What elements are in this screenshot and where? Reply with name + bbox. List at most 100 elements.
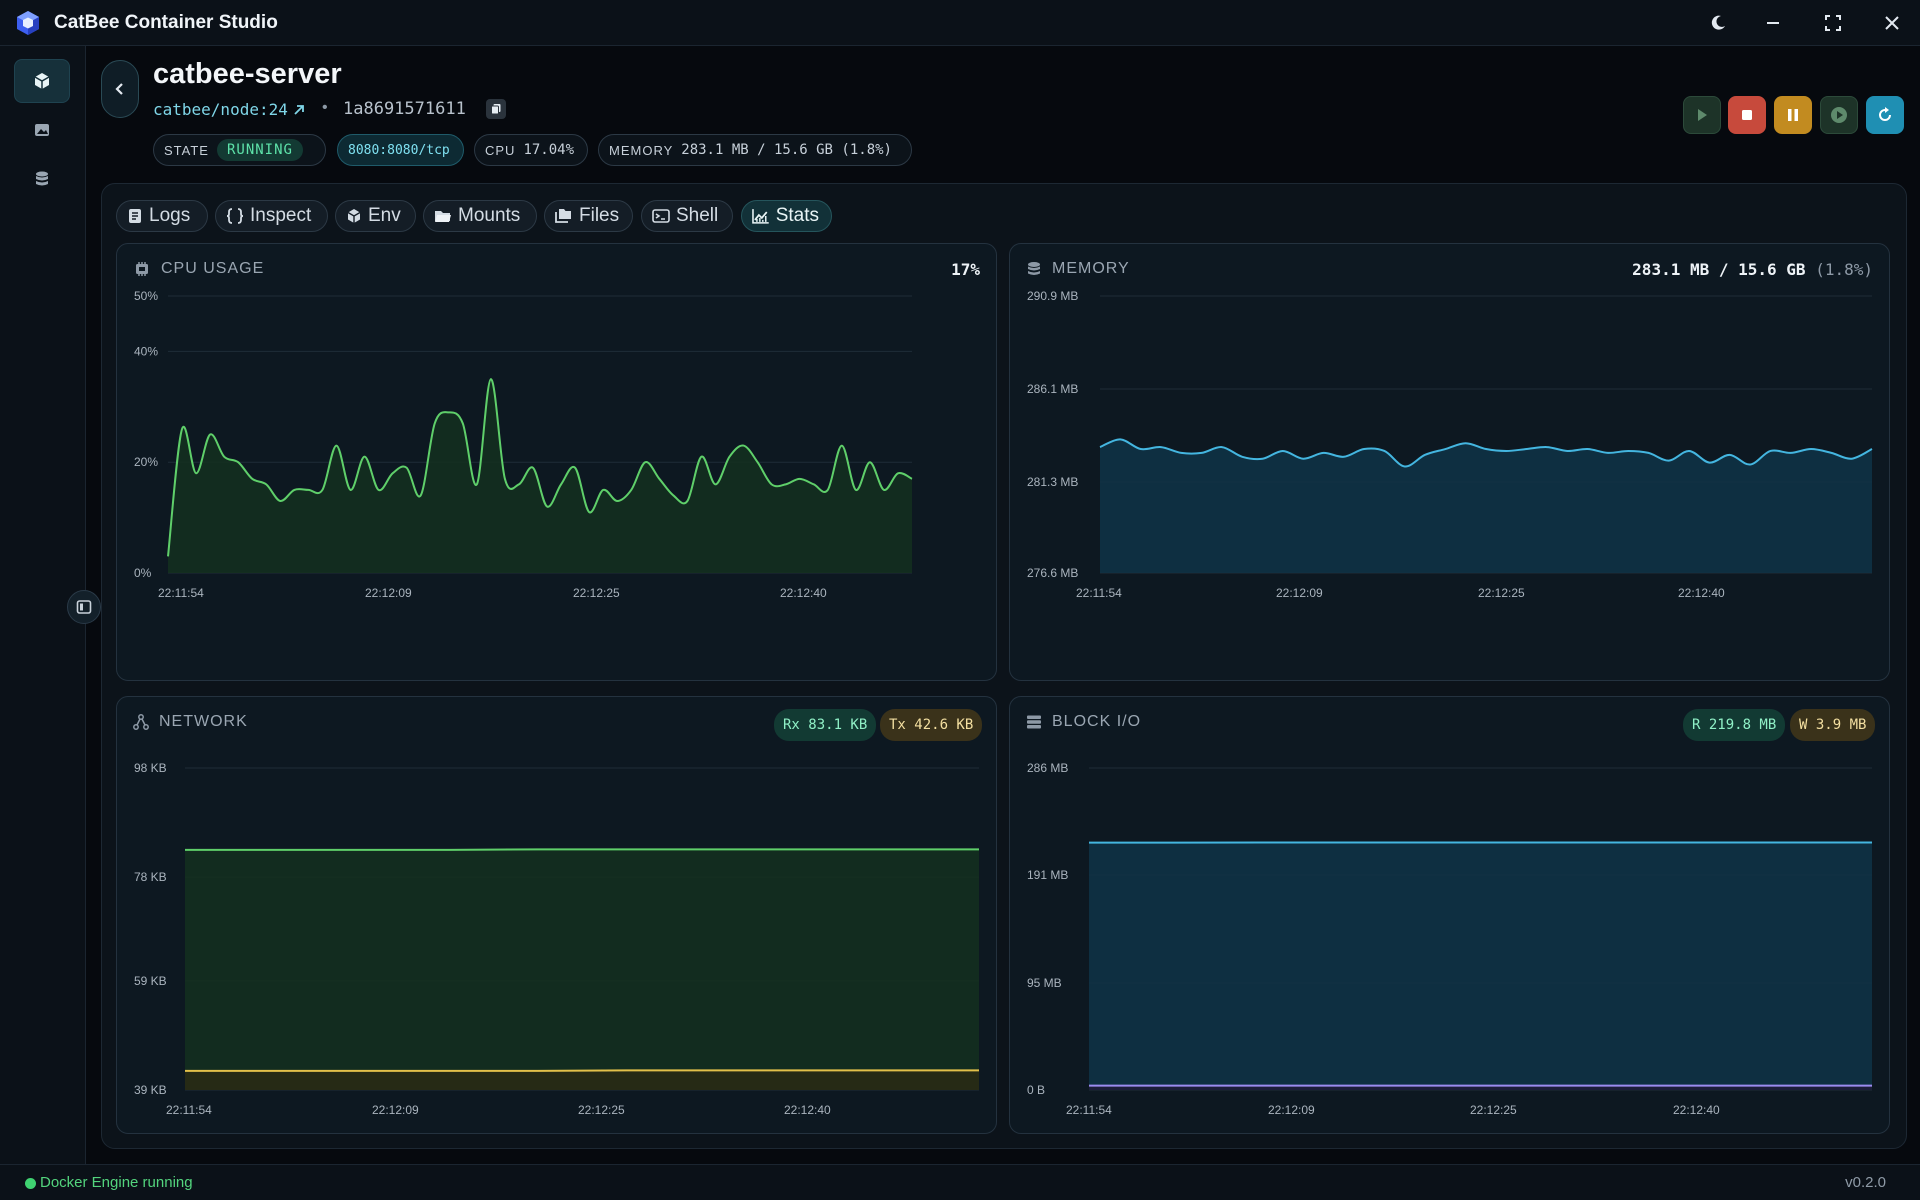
sidebar-toggle-icon <box>76 600 92 614</box>
state-label: STATE <box>164 142 209 158</box>
series-line <box>185 848 979 851</box>
x-tick-label: 22:12:25 <box>1470 1103 1517 1117</box>
y-tick-label: 59 KB <box>134 974 167 988</box>
x-tick-label: 22:11:54 <box>1076 586 1122 600</box>
series-line <box>1099 438 1873 468</box>
files-icon <box>555 209 571 223</box>
database-icon <box>36 171 48 186</box>
tab-mounts[interactable]: Mounts <box>423 200 537 232</box>
restart-icon <box>1879 107 1891 121</box>
braces-icon <box>226 208 244 224</box>
sidebar-item-volumes[interactable] <box>14 157 70 201</box>
tab-shell[interactable]: Shell <box>641 200 733 232</box>
sidebar-item-containers[interactable] <box>14 59 70 103</box>
tab-env[interactable]: Env <box>335 200 416 232</box>
engine-status-dot <box>25 1178 36 1189</box>
x-tick-label: 22:12:09 <box>372 1103 419 1117</box>
terminal-icon <box>652 209 670 223</box>
y-tick-label: 78 KB <box>134 870 167 884</box>
series-area <box>1100 439 1872 573</box>
y-tick-label: 281.3 MB <box>1027 475 1078 489</box>
container-name: catbee-server <box>153 58 342 90</box>
x-tick-label: 22:12:25 <box>573 586 620 600</box>
minimize-icon <box>1767 22 1779 24</box>
cpu-label: CPU <box>485 142 516 158</box>
maximize-button[interactable] <box>1816 8 1850 38</box>
x-tick-label: 22:12:25 <box>1478 586 1525 600</box>
series-line <box>185 1069 979 1072</box>
x-tick-label: 22:12:09 <box>1268 1103 1315 1117</box>
tx-badge: Tx 42.6 KB <box>880 709 983 741</box>
pause-icon <box>1788 109 1798 121</box>
app-version: v0.2.0 <box>1845 1174 1886 1191</box>
tab-logs[interactable]: Logs <box>116 200 208 232</box>
folder-open-icon <box>435 211 451 222</box>
cpu-title: CPU USAGE <box>161 260 265 277</box>
network-title: NETWORK <box>159 713 248 730</box>
y-tick-label: 0 B <box>1027 1083 1045 1097</box>
tab-stats[interactable]: Stats <box>741 200 832 232</box>
image-link[interactable]: catbee/node:24 <box>153 100 306 119</box>
chip-icon <box>136 262 148 276</box>
tab-stats-label: Stats <box>775 205 819 226</box>
network-chart: 98 KB 78 KB 59 KB 39 KB 22:11:54 22:12:09 22:1… <box>134 761 979 1117</box>
x-tick-label: 22:12:25 <box>578 1103 625 1117</box>
y-tick-label: 286.1 MB <box>1027 382 1078 396</box>
y-tick-label: 20% <box>134 455 158 469</box>
tab-files-label: Files <box>579 205 620 226</box>
restart-button[interactable] <box>1866 96 1904 134</box>
y-tick-label: 40% <box>134 344 158 358</box>
app-title: CatBee Container Studio <box>54 12 278 33</box>
memory-title: MEMORY <box>1052 260 1130 277</box>
sidebar-collapse-button[interactable] <box>67 590 101 624</box>
tab-files[interactable]: Files <box>544 200 633 232</box>
document-icon <box>129 209 141 223</box>
tab-inspect-label: Inspect <box>250 205 312 226</box>
network-icon <box>133 714 149 730</box>
cpu-value: 17.04% <box>523 142 575 158</box>
sidebar-item-images[interactable] <box>14 108 70 152</box>
x-tick-label: 22:12:40 <box>784 1103 831 1117</box>
y-tick-label: 286 MB <box>1027 761 1068 775</box>
image-name: catbee/node:24 <box>153 100 288 119</box>
x-tick-label: 22:12:40 <box>1678 586 1725 600</box>
block-io-card-title: BLOCK I/O <box>1026 713 1141 731</box>
series-area <box>1089 842 1872 1090</box>
pause-button[interactable] <box>1774 96 1812 134</box>
resume-button[interactable] <box>1820 96 1858 134</box>
x-tick-label: 22:12:40 <box>780 586 827 600</box>
y-tick-label: 290.9 MB <box>1027 289 1078 303</box>
tab-logs-label: Logs <box>149 205 191 226</box>
start-button[interactable] <box>1683 96 1721 134</box>
status-bar: Docker Engine running v0.2.0 <box>0 1164 1920 1200</box>
x-tick-label: 22:12:09 <box>365 586 412 600</box>
title-bar: CatBee Container Studio <box>0 0 1920 46</box>
engine-status: Docker Engine running <box>40 1174 193 1191</box>
memory-card: MEMORY 283.1 MB / 15.6 GB (1.8%) 290.9 M… <box>1009 243 1890 681</box>
memory-usage: 283.1 MB / 15.6 GB <box>1632 260 1806 279</box>
server-icon <box>1027 715 1041 729</box>
minimize-button[interactable] <box>1756 8 1790 38</box>
stop-button[interactable] <box>1728 96 1766 134</box>
x-tick-label: 22:11:54 <box>1066 1103 1112 1117</box>
port-mapping[interactable]: 8080:8080/tcp <box>337 134 464 166</box>
tab-inspect[interactable]: Inspect <box>215 200 328 232</box>
memory-percent: (1.8%) <box>1815 260 1873 279</box>
close-window-button[interactable] <box>1875 8 1909 38</box>
tab-mounts-label: Mounts <box>458 205 521 226</box>
series-line <box>167 378 913 557</box>
copy-icon <box>491 104 501 115</box>
close-icon <box>1885 16 1899 30</box>
chevron-left-icon <box>115 83 123 95</box>
block-io-title: BLOCK I/O <box>1052 713 1142 730</box>
state-pill: STATE RUNNING <box>153 134 326 166</box>
chart-icon <box>752 209 769 224</box>
fullscreen-icon <box>1825 15 1841 31</box>
copy-id-button[interactable] <box>486 99 506 119</box>
memory-pill: MEMORY 283.1 MB / 15.6 GB (1.8%) <box>598 134 912 166</box>
cpu-current-value: 17% <box>951 260 980 279</box>
back-button[interactable] <box>101 60 139 118</box>
theme-toggle-button[interactable] <box>1701 8 1735 38</box>
catbee-logo-icon <box>17 11 39 35</box>
separator-dot: • <box>322 99 328 116</box>
